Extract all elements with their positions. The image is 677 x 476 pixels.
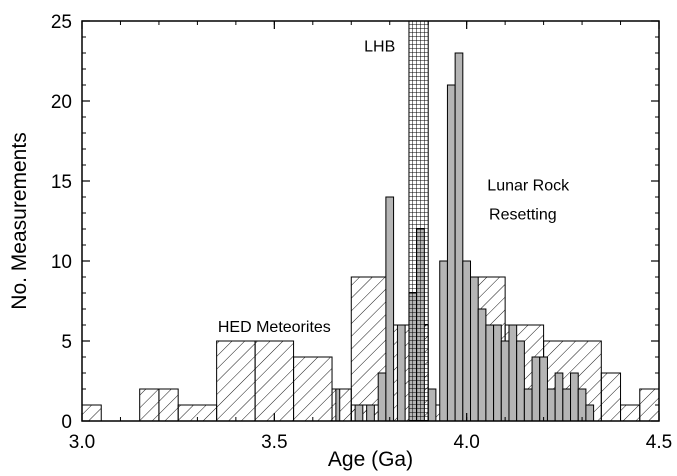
lunar-rock-bar <box>439 260 448 422</box>
plot-frame <box>81 20 660 422</box>
resetting-label: Resetting <box>489 206 557 223</box>
lunar-rock-bar <box>508 324 518 422</box>
lunar-rock-bar <box>585 404 595 422</box>
hed-meteorite-bar <box>139 388 160 422</box>
y-tick-label: 5 <box>61 332 72 353</box>
lunar-rock-bar <box>523 388 533 422</box>
x-tick-label: 4.5 <box>646 432 672 453</box>
x-tick-label: 3.0 <box>69 432 95 453</box>
hed-meteorite-bar <box>81 404 102 422</box>
y-axis-title: No. Measurements <box>8 132 31 309</box>
lunar-rock-bar <box>354 404 364 422</box>
lhb-band <box>408 20 429 422</box>
x-axis-title: Age (Ga) <box>328 448 413 471</box>
y-tick-label: 25 <box>51 12 72 33</box>
lunar-rock-label: Lunar Rock <box>487 178 570 195</box>
lunar-rock-bar <box>385 196 395 422</box>
y-tick-label: 10 <box>51 252 72 273</box>
hed-meteorite-bar <box>600 372 622 422</box>
hed-meteorite-bar <box>254 340 295 422</box>
hed-meteorite-bar <box>331 388 352 422</box>
lunar-rock-bar <box>462 260 472 422</box>
lunar-rock-bar <box>335 388 341 422</box>
hed-meteorites-label-background <box>214 318 334 338</box>
lunar-rock-bar <box>396 324 406 422</box>
hed-meteorite-bar <box>216 340 256 422</box>
lunar-rock-bar <box>531 356 541 422</box>
x-tick-label: 3.5 <box>261 432 287 453</box>
x-tick-label: 4.0 <box>453 432 479 453</box>
y-tick-label: 20 <box>51 92 72 113</box>
lunar-rock-bar <box>446 84 456 422</box>
lunar-rock-bar <box>427 388 437 422</box>
lunar-rock-bar <box>577 388 587 422</box>
lunar-rock-bar <box>493 324 502 422</box>
lunar-rock-bar <box>366 404 375 422</box>
hed-meteorite-bar <box>620 404 641 422</box>
lhb-series <box>408 20 429 422</box>
labels: 3.0 3.5 4.0 4.5 0 5 10 15 20 25 Age (Ga) No. Measur… <box>8 12 672 471</box>
lunar-rock-bar <box>470 276 479 422</box>
lunar-rock-bar <box>546 388 556 422</box>
lunar-rock-bar <box>539 356 548 422</box>
lunar-rock-bar <box>554 372 564 422</box>
hed-meteorites-label: HED Meteorites <box>218 319 331 336</box>
y-tick-label: 0 <box>61 412 72 433</box>
lunar-rock-bar <box>500 340 510 422</box>
hed-meteorite-bar <box>293 356 333 422</box>
lunar-rock-bar <box>454 52 464 422</box>
hed-meteorite-bar <box>158 388 179 422</box>
lunar-rock-bar <box>516 340 525 422</box>
axes <box>81 20 660 422</box>
y-tick-label: 15 <box>51 172 72 193</box>
lunar-rock-bar <box>570 372 579 422</box>
lunar-rock-bar <box>377 372 387 422</box>
lhb-label: LHB <box>364 38 395 55</box>
lunar-rock-bar <box>485 324 495 422</box>
lunar-rock-bar <box>477 308 487 422</box>
lunar-rock-bar <box>562 388 572 422</box>
